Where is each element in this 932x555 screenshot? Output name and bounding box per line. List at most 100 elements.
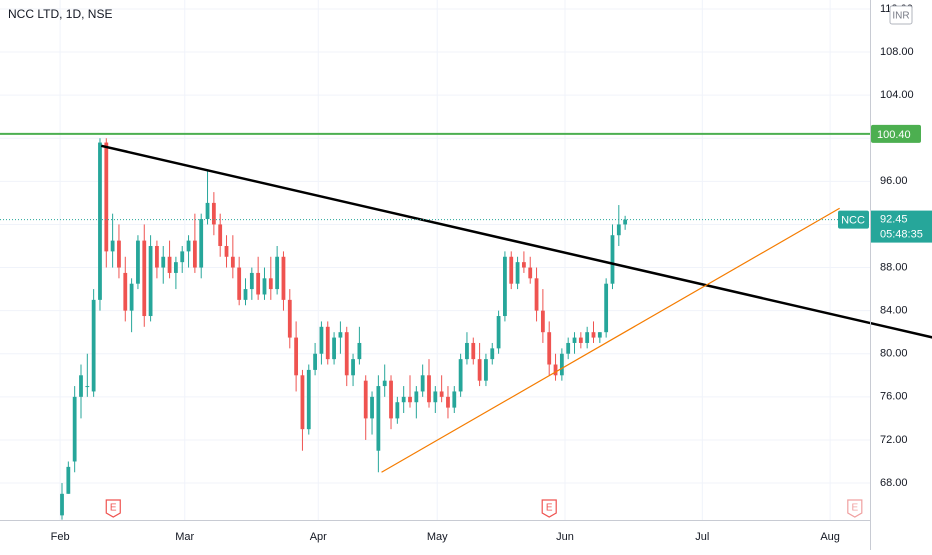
candle-body: [484, 359, 488, 381]
candle-body: [559, 353, 564, 376]
candle-body: [572, 337, 577, 343]
candle-body: [540, 310, 545, 333]
candle-body: [313, 353, 317, 370]
candle-body: [585, 332, 590, 343]
x-tick-label: May: [427, 531, 448, 543]
candle-body: [344, 332, 349, 376]
candle-body: [167, 256, 172, 273]
candle-body: [389, 380, 393, 419]
candle-body: [370, 396, 374, 419]
candle-body: [256, 272, 261, 295]
price-label-box: [871, 124, 921, 143]
candle-body: [420, 375, 425, 392]
y-tick-label: 72.00: [880, 434, 908, 446]
candle-body: [376, 386, 381, 451]
candle-body: [136, 240, 140, 284]
candle-body: [161, 256, 166, 268]
candle-body: [142, 240, 147, 317]
candle-body: [174, 262, 178, 273]
symbol-label: NCC: [841, 215, 865, 227]
candle-body: [471, 342, 476, 360]
candle-body: [60, 493, 64, 516]
candle-body: [496, 316, 501, 349]
candle-body: [490, 348, 495, 360]
x-tick-label: Aug: [820, 531, 840, 543]
y-tick-label: 76.00: [880, 391, 908, 403]
price-label: 92.45: [880, 214, 908, 226]
candle-body: [465, 342, 469, 360]
trend-line: [381, 207, 840, 473]
y-tick-label: 84.00: [880, 305, 908, 317]
price-label-box: [871, 210, 932, 243]
candle-body: [452, 391, 457, 408]
candle-body: [287, 299, 292, 338]
y-tick-label: 108.00: [880, 46, 914, 58]
candle-body: [597, 332, 602, 338]
x-tick-label: Mar: [175, 531, 194, 543]
candle-body: [623, 219, 628, 225]
candle-body: [199, 219, 204, 268]
x-tick-label: Feb: [51, 531, 70, 543]
candle-body: [408, 396, 412, 403]
candle-body: [262, 278, 267, 295]
candle-body: [110, 240, 115, 252]
candle-body: [509, 256, 514, 284]
candle-body: [186, 240, 191, 252]
candle-body: [446, 396, 450, 408]
candle-body: [275, 256, 280, 290]
candle-body: [522, 262, 526, 268]
candle-body: [382, 380, 387, 387]
candle-body: [230, 256, 235, 268]
candle-body: [566, 342, 571, 354]
candle-body: [72, 396, 77, 462]
candle-body: [218, 224, 223, 246]
candle-body: [332, 337, 336, 360]
candle-body: [300, 375, 305, 430]
currency-label: INR: [892, 11, 909, 22]
y-tick-label: 96.00: [880, 175, 908, 187]
x-tick-label: Jul: [695, 531, 709, 543]
candle-body: [205, 202, 210, 220]
x-tick-label: Jun: [556, 531, 574, 543]
candle-body: [117, 240, 121, 268]
candle-body: [211, 202, 216, 225]
price-label: 100.40: [877, 129, 911, 141]
candle-body: [503, 256, 507, 317]
candle-body: [458, 359, 463, 392]
candle-body: [534, 278, 539, 311]
y-tick-label: 68.00: [880, 477, 908, 489]
candle-body: [351, 359, 355, 376]
candle-body: [616, 224, 621, 236]
candle-body: [192, 240, 197, 268]
countdown-label: 05:48:35: [880, 229, 923, 241]
earnings-label: E: [110, 503, 117, 514]
candle-body: [395, 402, 400, 419]
candle-body: [325, 326, 330, 360]
candle-body: [553, 364, 558, 376]
candle-body: [224, 245, 229, 257]
candle-body: [610, 235, 615, 284]
symbol-label-box: [838, 210, 869, 229]
earnings-label: E: [851, 503, 858, 514]
candle-body: [591, 332, 596, 338]
candle-body: [338, 332, 343, 338]
candle-body: [79, 375, 83, 397]
candle-body: [477, 359, 482, 381]
candle-body: [528, 267, 533, 279]
candle-body: [433, 391, 438, 403]
currency-box: [889, 5, 913, 25]
candle-body: [268, 278, 273, 290]
candle-body: [401, 396, 406, 403]
candle-body: [129, 283, 134, 311]
candle-body: [319, 326, 324, 354]
y-tick-label: 80.00: [880, 348, 908, 360]
candle-body: [66, 466, 71, 494]
candle-body: [155, 245, 159, 268]
earnings-icon: [847, 499, 863, 518]
earnings-icon: [541, 499, 557, 518]
candle-body: [91, 299, 96, 392]
earnings-icon: [105, 499, 121, 518]
candle-body: [123, 272, 128, 311]
candle-body: [547, 332, 552, 365]
